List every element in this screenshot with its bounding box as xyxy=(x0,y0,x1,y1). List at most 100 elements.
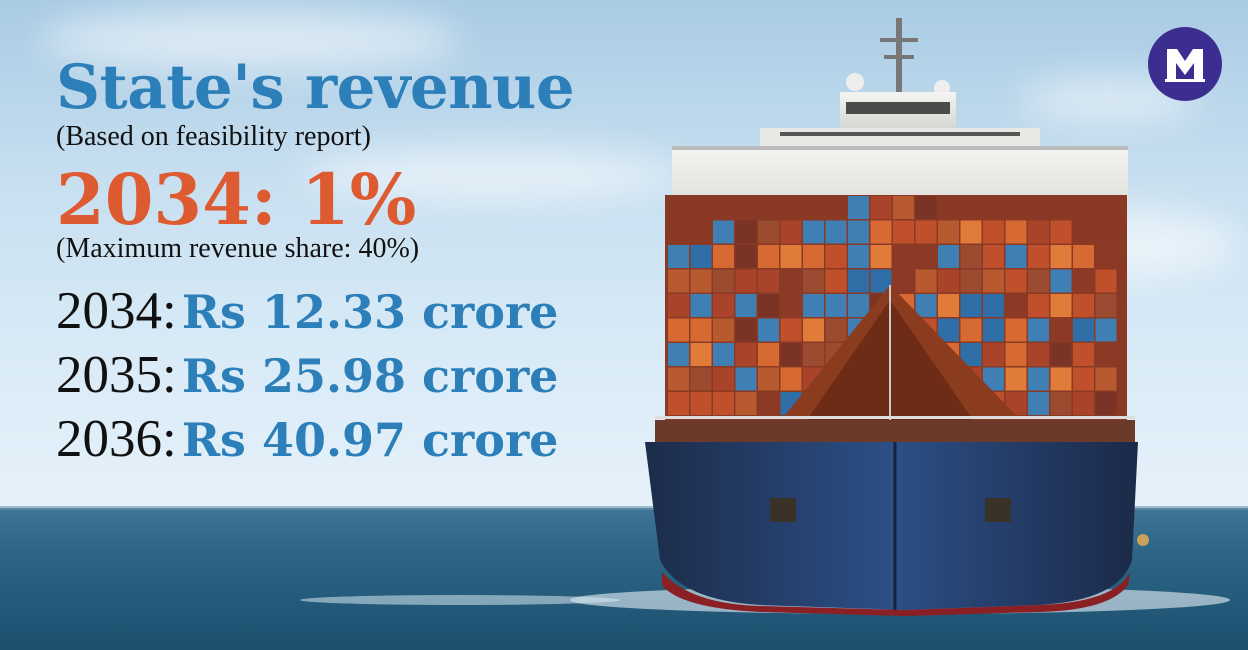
shipping-container xyxy=(915,269,937,293)
shipping-container xyxy=(1073,343,1094,366)
shipping-container xyxy=(713,220,734,244)
shipping-container xyxy=(1095,367,1117,391)
shipping-container xyxy=(1005,392,1027,415)
shipping-container xyxy=(690,245,712,268)
revenue-year: 2034: xyxy=(56,282,177,340)
shipping-container xyxy=(803,269,824,293)
revenue-amount: Rs 12.33 crore xyxy=(181,285,559,339)
shipping-container xyxy=(758,367,779,391)
shipping-container xyxy=(735,220,757,244)
revenue-year: 2035: xyxy=(56,346,177,404)
shipping-container xyxy=(668,343,689,366)
shipping-container xyxy=(1005,294,1027,317)
shipping-container xyxy=(780,367,802,391)
revenue-row: 2036: Rs 40.97 crore xyxy=(56,408,656,472)
shipping-container xyxy=(713,318,734,342)
shipping-container xyxy=(668,294,689,317)
shipping-container xyxy=(1028,343,1049,366)
shipping-container xyxy=(758,220,779,244)
shipping-container xyxy=(668,318,689,342)
shipping-container xyxy=(938,245,959,268)
revenue-share-note: (Maximum revenue share: 40%) xyxy=(56,233,420,264)
shipping-container xyxy=(938,318,959,342)
shipping-container xyxy=(1028,367,1049,391)
shipping-container xyxy=(735,294,757,317)
shipping-container xyxy=(983,343,1004,366)
shipping-container xyxy=(780,269,802,293)
headline: State's revenue xyxy=(56,52,575,123)
shipping-container xyxy=(780,343,802,366)
revenue-amount: Rs 25.98 crore xyxy=(181,349,559,403)
shipping-container xyxy=(983,245,1004,268)
shipping-container xyxy=(1028,392,1049,415)
shipping-container xyxy=(803,318,824,342)
publisher-m-logo-icon[interactable] xyxy=(1148,27,1222,101)
shipping-container xyxy=(1073,318,1094,342)
shipping-container xyxy=(848,294,869,317)
shipping-container xyxy=(1005,245,1027,268)
shipping-container xyxy=(1073,294,1094,317)
shipping-container xyxy=(983,220,1004,244)
shipping-container xyxy=(870,269,892,293)
shipping-container xyxy=(803,245,824,268)
cloud xyxy=(40,10,460,70)
shipping-container xyxy=(758,318,779,342)
shipping-container xyxy=(915,196,937,219)
shipping-container xyxy=(735,343,757,366)
shipping-container xyxy=(983,318,1004,342)
shipping-container xyxy=(915,245,937,268)
shipping-container xyxy=(1095,343,1117,366)
shipping-container xyxy=(870,245,892,268)
shipping-container xyxy=(870,220,892,244)
shipping-container xyxy=(668,367,689,391)
revenue-list: 2034: Rs 12.33 crore 2035: Rs 25.98 cror… xyxy=(56,280,656,472)
shipping-container xyxy=(1073,269,1094,293)
shipping-container xyxy=(848,245,869,268)
shipping-container xyxy=(1005,220,1027,244)
shipping-container xyxy=(1050,367,1072,391)
shipping-container xyxy=(1028,318,1049,342)
shipping-container xyxy=(915,294,937,317)
shipping-container xyxy=(960,269,982,293)
revenue-amount: Rs 40.97 crore xyxy=(181,413,559,467)
shipping-container xyxy=(825,220,847,244)
shipping-container xyxy=(735,269,757,293)
shipping-container xyxy=(1050,220,1072,244)
shipping-container xyxy=(690,367,712,391)
shipping-container xyxy=(983,269,1004,293)
shipping-container xyxy=(1028,220,1049,244)
shipping-container xyxy=(780,245,802,268)
shipping-container xyxy=(825,294,847,317)
shipping-container xyxy=(1050,245,1072,268)
shipping-container xyxy=(735,392,757,415)
shipping-container xyxy=(1095,269,1117,293)
shipping-container xyxy=(780,220,802,244)
shipping-container xyxy=(1095,318,1117,342)
shipping-container xyxy=(713,245,734,268)
shipping-container xyxy=(1028,294,1049,317)
shipping-container xyxy=(893,245,914,268)
shipping-container xyxy=(713,367,734,391)
subheadline: (Based on feasibility report) xyxy=(56,121,371,152)
shipping-container xyxy=(1095,294,1117,317)
shipping-container xyxy=(848,220,869,244)
shipping-container xyxy=(690,318,712,342)
shipping-container xyxy=(690,294,712,317)
revenue-row: 2035: Rs 25.98 crore xyxy=(56,344,656,408)
shipping-container xyxy=(713,294,734,317)
shipping-container xyxy=(1073,245,1094,268)
shipping-container xyxy=(758,269,779,293)
shipping-container xyxy=(825,318,847,342)
shipping-container xyxy=(1028,269,1049,293)
revenue-row: 2034: Rs 12.33 crore xyxy=(56,280,656,344)
shipping-container xyxy=(1050,392,1072,415)
shipping-container xyxy=(960,294,982,317)
shipping-container xyxy=(735,367,757,391)
shipping-container xyxy=(1050,294,1072,317)
shipping-container xyxy=(1073,392,1094,415)
shipping-container xyxy=(758,294,779,317)
shipping-container xyxy=(780,294,802,317)
shipping-container xyxy=(1095,245,1117,268)
shipping-container xyxy=(713,269,734,293)
